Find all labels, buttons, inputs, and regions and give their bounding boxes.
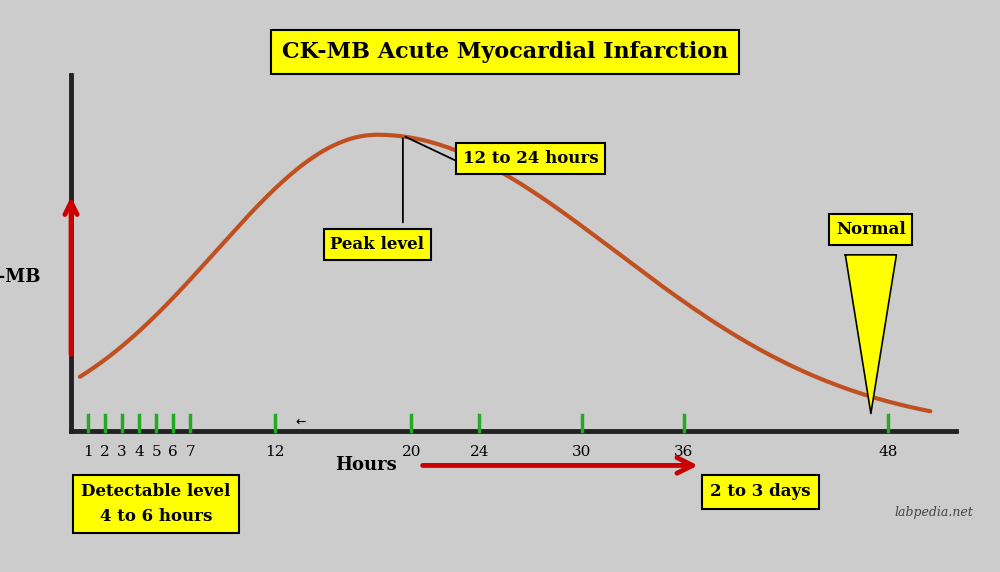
- Text: 4: 4: [134, 444, 144, 459]
- Text: 20: 20: [402, 444, 421, 459]
- Text: labpedia.net: labpedia.net: [894, 506, 973, 519]
- Text: 1: 1: [83, 444, 93, 459]
- Text: CK-MB Acute Myocardial Infarction: CK-MB Acute Myocardial Infarction: [282, 41, 728, 63]
- Text: 12 to 24 hours: 12 to 24 hours: [463, 150, 598, 167]
- Text: 2: 2: [100, 444, 110, 459]
- Text: Peak level: Peak level: [330, 236, 424, 253]
- Text: 7: 7: [185, 444, 195, 459]
- Text: 3: 3: [117, 444, 127, 459]
- Text: CK-MB: CK-MB: [0, 268, 40, 286]
- Text: 36: 36: [674, 444, 693, 459]
- Text: 5: 5: [151, 444, 161, 459]
- Text: Detectable level
4 to 6 hours: Detectable level 4 to 6 hours: [81, 483, 231, 525]
- Text: 2 to 3 days: 2 to 3 days: [710, 483, 811, 500]
- Text: 24: 24: [470, 444, 489, 459]
- Polygon shape: [845, 255, 896, 414]
- Text: 12: 12: [266, 444, 285, 459]
- Text: Normal: Normal: [836, 221, 906, 238]
- Text: 48: 48: [878, 444, 898, 459]
- Text: 30: 30: [572, 444, 591, 459]
- Text: Hours: Hours: [335, 456, 397, 474]
- Text: ←: ←: [296, 416, 306, 429]
- Text: 6: 6: [168, 444, 178, 459]
